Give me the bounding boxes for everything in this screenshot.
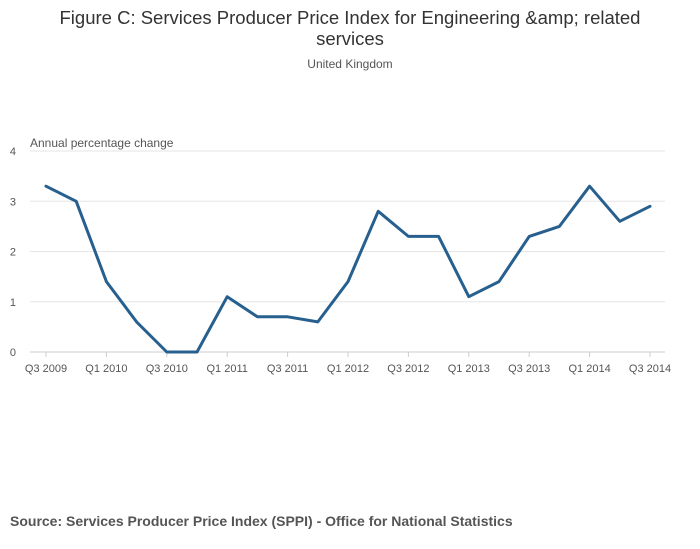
data-point[interactable]	[132, 317, 142, 327]
data-point[interactable]	[41, 181, 51, 191]
series-layer	[41, 181, 655, 357]
y-tick-label: 4	[10, 146, 16, 158]
data-point[interactable]	[343, 277, 353, 287]
data-point[interactable]	[162, 347, 172, 357]
series-line-0[interactable]	[44, 184, 652, 354]
x-tick-label: Q1 2012	[327, 363, 369, 375]
x-tick-label: Q3 2014	[629, 363, 671, 375]
data-point[interactable]	[434, 231, 444, 241]
data-point[interactable]	[615, 216, 625, 226]
x-tick-label: Q1 2013	[448, 363, 490, 375]
y-tick-label: 3	[10, 196, 16, 208]
x-tick-label: Q3 2012	[387, 363, 429, 375]
data-point[interactable]	[252, 312, 262, 322]
y-axis-ticks: 0 1 2 3 4	[10, 146, 16, 359]
x-tick-label: Q1 2010	[85, 363, 127, 375]
y-axis-label: Annual percentage change	[30, 136, 174, 150]
x-tick-label: Q3 2010	[146, 363, 188, 375]
data-point[interactable]	[645, 201, 655, 211]
x-tick-label: Q1 2011	[207, 363, 248, 375]
x-axis-ticks: Q3 2009 Q1 2010 Q3 2010 Q1 2011 Q3 2011 Q1 20…	[25, 352, 671, 375]
data-point[interactable]	[464, 292, 474, 302]
data-point[interactable]	[283, 312, 293, 322]
data-point[interactable]	[554, 221, 564, 231]
chart-subtitle: United Kingdom	[307, 57, 393, 71]
data-point[interactable]	[585, 181, 595, 191]
data-point[interactable]	[222, 292, 232, 302]
data-point[interactable]	[101, 277, 111, 287]
data-point[interactable]	[524, 231, 534, 241]
data-point[interactable]	[494, 277, 504, 287]
chart-title: Figure C: Services Producer Price Index …	[59, 7, 641, 49]
x-tick-label: Q3 2013	[508, 363, 550, 375]
source-note: Source: Services Producer Price Index (S…	[10, 513, 513, 529]
y-tick-label: 1	[10, 297, 16, 309]
data-point[interactable]	[313, 317, 323, 327]
y-tick-label: 0	[10, 347, 16, 359]
y-tick-label: 2	[10, 247, 16, 259]
data-point[interactable]	[403, 231, 413, 241]
x-tick-label: Q3 2009	[25, 363, 67, 375]
grid-lines	[30, 150, 665, 353]
data-point[interactable]	[373, 206, 383, 216]
x-tick-label: Q3 2011	[267, 363, 308, 375]
x-tick-label: Q1 2014	[568, 363, 610, 375]
data-point[interactable]	[71, 196, 81, 206]
data-point[interactable]	[192, 347, 202, 357]
